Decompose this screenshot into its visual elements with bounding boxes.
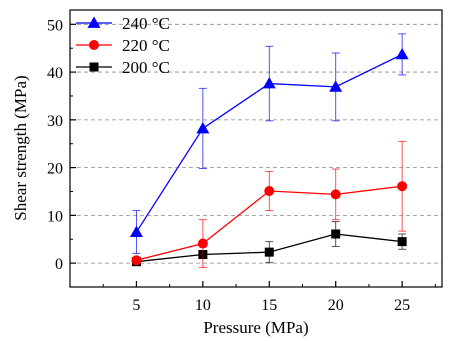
y-tick-label: 10 [47,208,63,225]
y-tick-label: 40 [47,65,63,82]
data-point [397,181,408,192]
legend-label: 200 °C [122,58,170,77]
data-point [330,189,341,200]
plot-frame [69,9,443,288]
data-point [131,255,142,266]
x-tick-labels: 5 10 15 20 25 [132,297,410,314]
y-tick-label: 20 [47,161,63,178]
data-point [395,47,409,60]
x-tick-label: 10 [195,297,211,314]
y-tick-label: 0 [55,256,63,273]
x-tick-label: 5 [132,297,140,314]
data-point [329,80,343,92]
data-point [264,247,274,257]
y-tick-label: 50 [47,17,63,34]
series-group [131,140,408,268]
y-tick-label: 30 [47,113,63,130]
data-point [196,121,210,134]
legend-item: 240 °C [76,14,170,33]
data-point [264,186,275,197]
x-tick-label: 15 [261,297,277,314]
x-tick-label: 25 [394,297,410,314]
y-axis-label: Shear strength (MPa) [11,75,30,220]
series-group [131,221,407,267]
grid-lines [70,23,442,264]
legend-marker [89,40,99,50]
data-point [197,238,208,249]
legend-marker [89,62,99,72]
data-point [262,77,276,89]
x-axis-label: Pressure (MPa) [203,318,308,337]
series-group [129,33,409,255]
legend-label: 240 °C [122,14,170,33]
x-tick-label: 20 [328,297,344,314]
y-tick-labels: 0 10 20 30 40 50 [47,17,63,273]
legend-label: 220 °C [122,36,170,55]
legend-item: 200 °C [76,58,170,77]
data-point [331,229,341,239]
axis-ticks [70,23,436,287]
legend-item: 220 °C [76,36,170,55]
data-point [129,225,143,237]
legend-marker [87,16,101,28]
data-point [397,237,407,247]
legend: 240 °C 220 °C 200 °C [76,14,170,77]
data-series [129,33,409,268]
